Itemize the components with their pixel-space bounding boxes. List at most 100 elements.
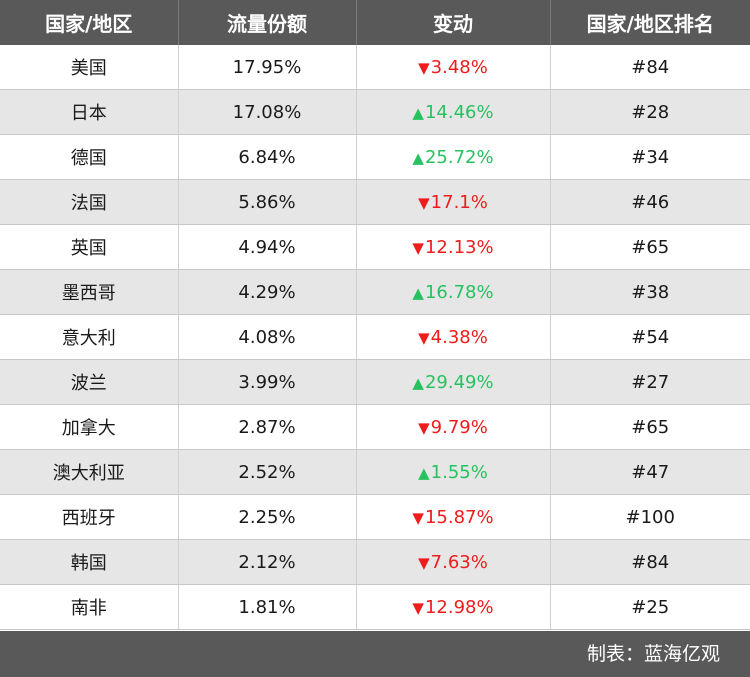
cell-rank: #84 <box>550 539 750 585</box>
table-row: 美国 17.95% ▼3.48% #84 <box>0 45 750 90</box>
cell-change: ▼12.13% <box>356 224 551 270</box>
up-arrow-icon: ▲ <box>412 373 424 392</box>
change-value: 29.49% <box>424 371 494 393</box>
change-value: 7.63% <box>430 551 488 573</box>
cell-share: 4.29% <box>178 269 357 315</box>
cell-country: 加拿大 <box>0 404 179 450</box>
cell-change: ▼4.38% <box>356 314 551 360</box>
cell-share: 4.94% <box>178 224 357 270</box>
cell-country: 英国 <box>0 224 179 270</box>
footer-credit: 制表：蓝海亿观 <box>586 643 720 665</box>
cell-change: ▲16.78% <box>356 269 551 315</box>
cell-share: 2.25% <box>178 494 357 540</box>
cell-change: ▼15.87% <box>356 494 551 540</box>
cell-country: 波兰 <box>0 359 179 405</box>
table-row: 英国 4.94% ▼12.13% #65 <box>0 224 750 270</box>
cell-share: 2.12% <box>178 539 357 585</box>
cell-change: ▼12.98% <box>356 584 551 630</box>
table-row: 意大利 4.08% ▼4.38% #54 <box>0 314 750 360</box>
change-value: 14.46% <box>424 101 494 123</box>
header-share: 流量份额 <box>178 0 357 45</box>
change-value: 15.87% <box>424 506 494 528</box>
cell-rank: #65 <box>550 224 750 270</box>
header-country: 国家/地区 <box>0 0 179 45</box>
change-value: 3.48% <box>430 56 488 78</box>
cell-country: 南非 <box>0 584 179 630</box>
change-value: 12.98% <box>424 596 494 618</box>
cell-share: 2.52% <box>178 449 357 495</box>
cell-rank: #46 <box>550 179 750 225</box>
down-arrow-icon: ▼ <box>412 598 424 617</box>
up-arrow-icon: ▲ <box>412 103 424 122</box>
change-value: 9.79% <box>430 416 488 438</box>
up-arrow-icon: ▲ <box>412 148 424 167</box>
header-change: 变动 <box>356 0 551 45</box>
cell-rank: #47 <box>550 449 750 495</box>
table-row: 墨西哥 4.29% ▲16.78% #38 <box>0 269 750 315</box>
table-row: 波兰 3.99% ▲29.49% #27 <box>0 359 750 405</box>
cell-change: ▼17.1% <box>356 179 551 225</box>
table-footer: 制表：蓝海亿观 <box>0 631 750 677</box>
change-value: 1.55% <box>430 461 488 483</box>
cell-change: ▲14.46% <box>356 89 551 135</box>
cell-share: 6.84% <box>178 134 357 180</box>
cell-rank: #25 <box>550 584 750 630</box>
cell-share: 4.08% <box>178 314 357 360</box>
cell-rank: #84 <box>550 45 750 90</box>
cell-rank: #65 <box>550 404 750 450</box>
cell-rank: #27 <box>550 359 750 405</box>
cell-country: 澳大利亚 <box>0 449 179 495</box>
down-arrow-icon: ▼ <box>418 328 430 347</box>
table-row: 西班牙 2.25% ▼15.87% #100 <box>0 494 750 540</box>
up-arrow-icon: ▲ <box>418 463 430 482</box>
cell-country: 墨西哥 <box>0 269 179 315</box>
table-row: 法国 5.86% ▼17.1% #46 <box>0 179 750 225</box>
down-arrow-icon: ▼ <box>412 238 424 257</box>
cell-change: ▲29.49% <box>356 359 551 405</box>
cell-rank: #34 <box>550 134 750 180</box>
cell-share: 3.99% <box>178 359 357 405</box>
down-arrow-icon: ▼ <box>418 418 430 437</box>
cell-country: 西班牙 <box>0 494 179 540</box>
cell-change: ▼7.63% <box>356 539 551 585</box>
cell-country: 意大利 <box>0 314 179 360</box>
table-row: 日本 17.08% ▲14.46% #28 <box>0 89 750 135</box>
cell-change: ▲1.55% <box>356 449 551 495</box>
down-arrow-icon: ▼ <box>418 553 430 572</box>
table-row: 韩国 2.12% ▼7.63% #84 <box>0 539 750 585</box>
cell-rank: #100 <box>550 494 750 540</box>
change-value: 17.1% <box>430 191 488 213</box>
up-arrow-icon: ▲ <box>412 283 424 302</box>
traffic-share-table: 国家/地区 流量份额 变动 国家/地区排名 美国 17.95% ▼3.48% #84 日… <box>0 0 750 630</box>
table-row: 德国 6.84% ▲25.72% #34 <box>0 134 750 180</box>
change-value: 4.38% <box>430 326 488 348</box>
table-body: 美国 17.95% ▼3.48% #84 日本 17.08% ▲14.46% #28 德国 6.8… <box>0 45 750 630</box>
down-arrow-icon: ▼ <box>418 193 430 212</box>
cell-change: ▼3.48% <box>356 45 551 90</box>
change-value: 25.72% <box>424 146 494 168</box>
cell-share: 2.87% <box>178 404 357 450</box>
table-row: 澳大利亚 2.52% ▲1.55% #47 <box>0 449 750 495</box>
cell-country: 韩国 <box>0 539 179 585</box>
cell-change: ▲25.72% <box>356 134 551 180</box>
cell-country: 法国 <box>0 179 179 225</box>
cell-share: 5.86% <box>178 179 357 225</box>
cell-country: 美国 <box>0 45 179 90</box>
down-arrow-icon: ▼ <box>412 508 424 527</box>
cell-change: ▼9.79% <box>356 404 551 450</box>
cell-country: 日本 <box>0 89 179 135</box>
cell-rank: #28 <box>550 89 750 135</box>
change-value: 16.78% <box>424 281 494 303</box>
cell-share: 1.81% <box>178 584 357 630</box>
cell-share: 17.95% <box>178 45 357 90</box>
header-row: 国家/地区 流量份额 变动 国家/地区排名 <box>0 0 750 45</box>
table-row: 加拿大 2.87% ▼9.79% #65 <box>0 404 750 450</box>
cell-country: 德国 <box>0 134 179 180</box>
change-value: 12.13% <box>424 236 494 258</box>
table-header: 国家/地区 流量份额 变动 国家/地区排名 <box>0 0 750 45</box>
table-row: 南非 1.81% ▼12.98% #25 <box>0 584 750 630</box>
header-rank: 国家/地区排名 <box>550 0 750 45</box>
cell-share: 17.08% <box>178 89 357 135</box>
down-arrow-icon: ▼ <box>418 58 430 77</box>
